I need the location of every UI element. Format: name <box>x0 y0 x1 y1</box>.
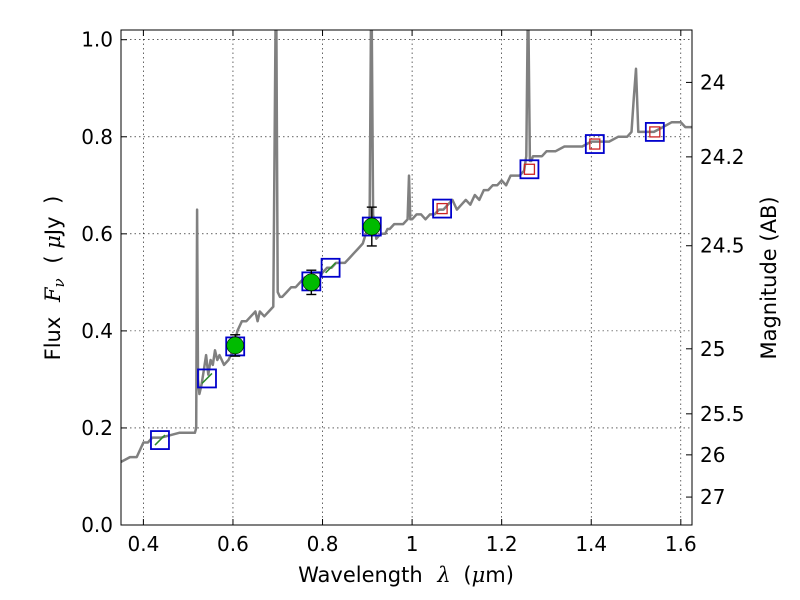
photometry-box-8 <box>584 134 605 154</box>
y-axis-label: Flux Fν ( μJy ) <box>41 196 69 361</box>
model-band-mark-4 <box>325 262 337 274</box>
mag-tick-label-1: 24.2 <box>700 145 745 169</box>
y-axis-label-prefix: Flux <box>41 317 65 361</box>
mag-tick-label-4: 25.5 <box>700 402 745 426</box>
x-axis-label-mu: μ <box>472 563 486 587</box>
x-axis-label: Wavelength λ (μm) <box>298 563 514 587</box>
y-axis-label-open: ( <box>41 255 65 263</box>
photometry-box-4 <box>320 257 341 278</box>
y-axis-label-symbol: F <box>41 286 65 303</box>
x-tick-label-1: 0.6 <box>217 532 249 556</box>
y-axis-label-close: ) <box>41 196 65 204</box>
photometry-box-6 <box>432 198 453 219</box>
y-tick-label-5: 1.0 <box>81 28 113 52</box>
mag-tick-label-0: 24 <box>700 70 725 94</box>
model-band-mark-6 <box>436 202 448 215</box>
measured-point-1 <box>302 273 321 292</box>
y-axis-label-sub: ν <box>50 278 68 287</box>
y-tick-label-4: 0.8 <box>81 125 113 149</box>
x-tick-label-0: 0.4 <box>127 532 159 556</box>
plot-background <box>121 30 692 525</box>
model-band-mark-0 <box>154 434 166 446</box>
x-axis-label-units: m) <box>485 563 514 587</box>
measurement-layer <box>226 206 381 357</box>
x-tick-label-6: 1.6 <box>665 532 697 556</box>
y-axis-label-mu: μ <box>41 235 65 249</box>
mag-tick-label-6: 27 <box>700 485 725 509</box>
mag-tick-label-2: 24.5 <box>700 234 745 258</box>
grid-lines <box>121 30 692 526</box>
y2-axis-label: Magnitude (AB) <box>757 196 781 359</box>
model-band-mark-1 <box>201 372 213 384</box>
model-band-mark-7 <box>523 163 536 175</box>
model-band-mark-8 <box>589 138 601 150</box>
photometry-box-9 <box>644 122 665 142</box>
x-tick-label-4: 1.2 <box>486 532 518 556</box>
x-axis-label-prefix: Wavelength <box>298 563 423 587</box>
x-axis-label-symbol: λ <box>436 563 450 587</box>
x-tick-label-5: 1.4 <box>575 532 607 556</box>
x-tick-label-2: 0.8 <box>307 532 339 556</box>
axis-ticks: 0.4 0.6 0.8 1 1.2 1.4 1.6 0.0 0.2 0.4 0.6 0.8 1.0 24 2… <box>81 28 744 556</box>
measured-point-0 <box>226 336 244 355</box>
y-tick-label-0: 0.0 <box>81 513 113 537</box>
plot-frame <box>120 29 693 526</box>
photometry-box-7 <box>519 159 540 180</box>
x-tick-label-3: 1 <box>406 532 419 556</box>
x-axis-label-open: ( <box>463 563 471 587</box>
y-tick-label-1: 0.2 <box>81 416 113 440</box>
photometry-box-0 <box>150 430 170 450</box>
mag-tick-label-3: 25 <box>700 337 725 361</box>
y-axis-label-units: Jy <box>41 216 65 237</box>
mag-tick-label-5: 26 <box>700 443 725 467</box>
photometry-box-1 <box>197 368 217 389</box>
measured-point-2 <box>362 217 381 236</box>
model-band-mark-9 <box>649 126 661 138</box>
y-tick-label-2: 0.4 <box>81 319 113 343</box>
y-tick-label-3: 0.6 <box>81 222 113 246</box>
